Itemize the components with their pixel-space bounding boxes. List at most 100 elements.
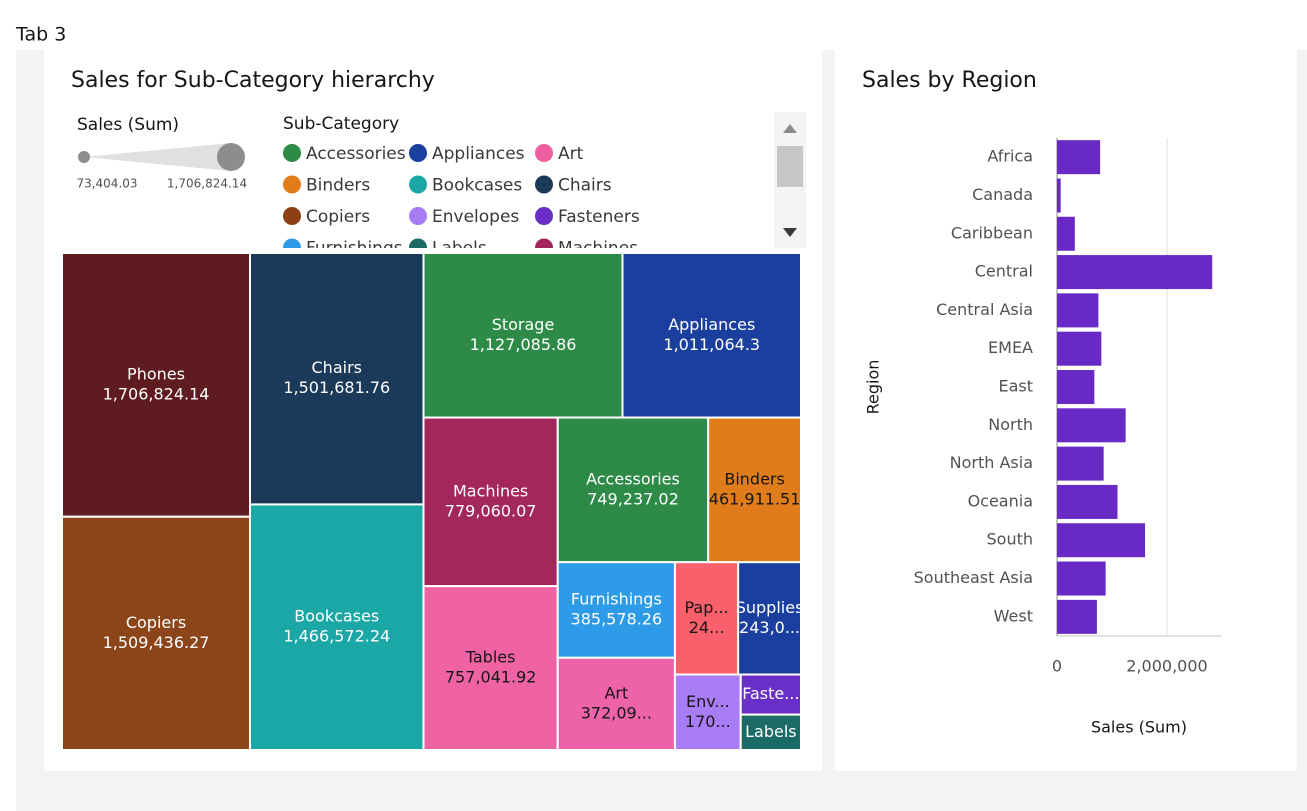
tile-label: Machines <box>453 481 528 500</box>
legend-swatch <box>409 238 427 248</box>
treemap-tile <box>739 713 802 751</box>
treemap-tile <box>739 673 802 716</box>
legend-label: Envelopes <box>432 207 519 227</box>
size-legend-circle <box>78 151 90 163</box>
legend-swatch <box>535 175 553 194</box>
treemap-tile <box>422 585 559 751</box>
tile-value: 170... <box>685 712 731 731</box>
legend-label: Labels <box>432 239 487 259</box>
tile-value: 385,578.26 <box>571 609 663 628</box>
tab-label[interactable]: Tab 3 <box>15 24 66 46</box>
color-legend: Accessories Appliances Art Binders Bookcases… <box>283 144 640 259</box>
legend-swatch <box>535 238 553 248</box>
tile-label: Art <box>604 683 628 702</box>
scroll-up[interactable] <box>783 124 797 133</box>
bar <box>1057 331 1102 366</box>
treemap-tile <box>422 416 559 588</box>
tile-value: 1,501,681.76 <box>283 378 390 397</box>
treemap-tile <box>61 515 252 752</box>
charts: 73,404.03 1,706,824.14Phones1,706,824.14C… <box>61 138 1222 752</box>
tile-value: 372,09... <box>581 703 652 722</box>
legend-label: Appliances <box>432 144 525 164</box>
legend-label: Chairs <box>558 176 612 196</box>
scroll-thumb[interactable] <box>777 146 803 187</box>
y-tick-label: Africa <box>987 147 1033 166</box>
legend-swatch <box>409 207 427 225</box>
legend-swatch <box>283 207 301 225</box>
y-tick-label: West <box>994 606 1033 625</box>
legend-label: Copiers <box>306 207 370 227</box>
legend-swatch <box>535 144 553 162</box>
tile-label: Tables <box>465 648 516 667</box>
bar <box>1057 446 1104 481</box>
legend-label: Art <box>558 144 584 164</box>
tile-value: 1,127,085.86 <box>470 335 577 354</box>
treemap-tile <box>249 252 425 506</box>
y-tick-label: South <box>987 530 1034 549</box>
bar <box>1057 408 1126 443</box>
treemap-title: Sales for Sub-Category hierarchy <box>71 68 435 93</box>
y-tick-label: EMEA <box>988 338 1033 357</box>
tile-value: 779,060.07 <box>445 501 537 520</box>
treemap-tile <box>707 416 803 564</box>
tile-label: Furnishings <box>571 589 662 608</box>
bar <box>1057 599 1097 634</box>
legend-label: Bookcases <box>432 176 522 196</box>
bar <box>1057 484 1118 519</box>
y-tick-label: North <box>988 415 1033 434</box>
tile-label: Faste... <box>742 684 799 703</box>
legend-swatch <box>409 175 427 194</box>
size-legend-title: Sales (Sum) <box>77 115 179 135</box>
tile-value: 461,911.51 <box>709 489 801 508</box>
bar <box>1057 178 1061 213</box>
bar <box>1057 370 1095 404</box>
size-legend-label: 1,706,824.14 <box>167 177 247 191</box>
y-tick-label: North Asia <box>950 453 1033 472</box>
bar-title: Sales by Region <box>862 68 1037 93</box>
color-legend-title: Sub-Category <box>283 114 399 134</box>
legend-label: Fasteners <box>558 207 640 227</box>
legend-label: Binders <box>306 176 370 196</box>
y-tick-label: Oceania <box>968 491 1033 510</box>
y-axis-title: Region <box>864 360 883 415</box>
tile-label: Binders <box>724 469 784 488</box>
bar <box>1057 561 1106 596</box>
tile-value: 1,466,572.24 <box>283 627 390 646</box>
tile-label: Phones <box>127 364 185 383</box>
bar <box>1057 293 1099 328</box>
y-tick-label: East <box>998 377 1033 396</box>
tile-label: Env... <box>686 692 730 711</box>
size-legend-band <box>84 143 231 171</box>
tile-value: 243,0... <box>739 618 800 637</box>
tile-value: 1,509,436.27 <box>103 633 210 652</box>
tile-label: Bookcases <box>294 607 379 626</box>
tile-label: Appliances <box>668 315 755 334</box>
bar <box>1057 523 1146 558</box>
tile-label: Storage <box>492 315 555 334</box>
legend-swatch <box>283 144 301 162</box>
tile-value: 1,706,824.14 <box>103 384 210 403</box>
y-tick-label: Central <box>975 262 1033 281</box>
tile-label: Accessories <box>586 469 680 488</box>
y-tick-label: Canada <box>972 185 1033 204</box>
legend-label: Accessories <box>306 144 406 164</box>
bar <box>1057 255 1213 290</box>
tile-value: 24... <box>689 618 725 637</box>
x-tick-label: 2,000,000 <box>1126 657 1207 676</box>
tile-value: 749,237.02 <box>587 489 679 508</box>
tile-label: Chairs <box>312 358 362 377</box>
tile-label: Pap... <box>684 598 728 617</box>
legend-swatch <box>535 207 553 225</box>
scroll-down[interactable] <box>783 228 797 237</box>
y-tick-label: Southeast Asia <box>914 568 1033 587</box>
size-legend-label: 73,404.03 <box>76 177 137 191</box>
tile-value: 1,011,064.3 <box>663 335 760 354</box>
x-tick-label: 0 <box>1052 657 1062 676</box>
tile-value: 757,041.92 <box>445 668 537 687</box>
legend-swatch <box>283 238 301 248</box>
treemap-tile <box>61 252 252 518</box>
treemap-tile <box>621 252 802 419</box>
legend-scrollbar[interactable] <box>774 112 806 248</box>
legend-swatch <box>283 175 301 194</box>
